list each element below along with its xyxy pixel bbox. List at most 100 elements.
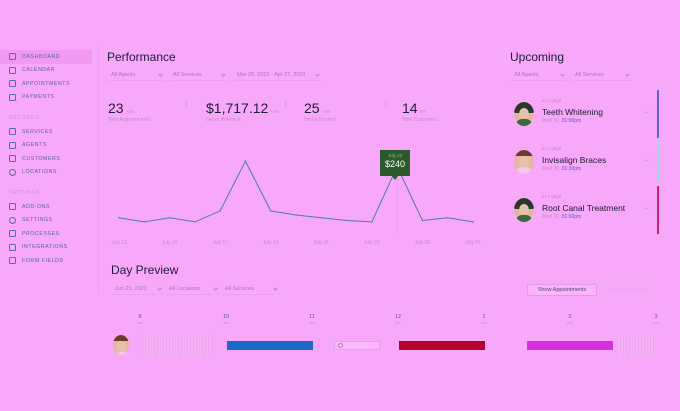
data-point[interactable]	[320, 216, 323, 219]
upcoming-date: April 30	[542, 118, 559, 124]
sidebar: Dashboard Calendar Appointments Payments…	[0, 50, 96, 268]
arrow-right-icon[interactable]: →	[644, 157, 650, 163]
data-point[interactable]	[295, 214, 297, 217]
section-label-records: Records	[9, 115, 40, 121]
chart-tooltip: July 23 $240	[380, 150, 410, 180]
sidebar-item-calendar[interactable]: Calendar	[0, 64, 96, 78]
stat-divider	[285, 100, 286, 108]
show-appointments-button[interactable]: Show Appointments	[527, 284, 597, 296]
sidebar-item-locations[interactable]: Locations	[0, 166, 96, 180]
arrow-right-icon[interactable]: →	[644, 205, 650, 211]
upcoming-item[interactable]: in 4 days Invisalign Braces April 30, 01…	[510, 140, 660, 190]
timeline-tick: 3 pm	[650, 314, 662, 325]
x-tick-label: July 25	[415, 240, 431, 246]
stat-pct: +0%	[125, 109, 135, 114]
addon-icon	[9, 203, 16, 211]
stat-total-appointments: 23 +0% Total Appointments	[108, 100, 150, 123]
sidebar-item-payments[interactable]: Payments	[0, 91, 96, 105]
arrow-right-icon[interactable]: →	[644, 109, 650, 115]
data-point[interactable]	[168, 216, 171, 219]
cube-icon	[9, 128, 16, 136]
x-tick-label: July 21	[313, 240, 329, 246]
upcoming-color-bar	[657, 90, 659, 138]
data-point[interactable]	[446, 216, 449, 219]
upcoming-item[interactable]: in 3 days Teeth Whitening April 30, 01:0…	[510, 90, 660, 142]
data-point[interactable]	[269, 209, 272, 212]
day-locations-filter[interactable]: All Locations	[166, 284, 220, 295]
stat-label: New Customers	[402, 117, 438, 123]
x-tick-label: July 23	[364, 240, 380, 246]
data-point[interactable]	[345, 219, 348, 222]
services-filter[interactable]: All Services	[170, 70, 228, 81]
stat-value: 14	[402, 100, 418, 116]
tick-ampm: pm	[481, 320, 487, 325]
day-preview-title: Day Preview	[111, 263, 179, 277]
data-point[interactable]	[370, 220, 373, 223]
data-point[interactable]	[193, 220, 196, 223]
sidebar-item-integrations[interactable]: Integrations	[0, 241, 96, 255]
timeline-booking-block[interactable]	[527, 341, 613, 350]
tick-hour: 9	[138, 314, 142, 320]
sidebar-item-customers[interactable]: Customers	[0, 152, 96, 166]
services-filter-value: All Services	[173, 72, 202, 78]
data-point[interactable]	[118, 216, 120, 219]
sidebar-item-label: Locations	[22, 169, 57, 176]
tick-hour: 1	[482, 314, 486, 320]
loading-icon	[338, 343, 343, 348]
chevron-down-icon	[315, 71, 320, 77]
data-point[interactable]	[143, 220, 146, 223]
agents-filter[interactable]: All Agents	[108, 70, 165, 81]
upcoming-date: April 30	[542, 214, 559, 220]
show-availability-button[interactable]: Show Availability	[599, 284, 655, 296]
agents-filter-value: All Agents	[111, 72, 136, 78]
timeline-booking-block[interactable]	[227, 341, 313, 350]
upcoming-item[interactable]: in 7 days Root Canal Treatment April 30,…	[510, 186, 660, 238]
stat-pct: 0%	[419, 109, 427, 114]
sidebar-item-label: Dashboard	[22, 53, 61, 60]
services-filter-value: All Services	[225, 286, 254, 292]
tick-ampm: am	[137, 320, 143, 325]
tick-hour: 10	[222, 314, 230, 320]
calendar-icon	[9, 66, 16, 74]
sidebar-item-processes[interactable]: Processes	[0, 227, 96, 241]
timeline-tick: 2 pm	[564, 314, 576, 325]
upcoming-color-bar	[657, 140, 659, 184]
upcoming-time: 01:00pm	[561, 214, 582, 220]
upcoming-date: April 30	[542, 166, 559, 172]
sidebar-item-label: Add-ons	[22, 203, 51, 210]
users-icon	[9, 141, 16, 149]
upcoming-agents-filter[interactable]: All Agents	[511, 70, 567, 81]
stat-new-customers: 14 0% New Customers	[402, 100, 438, 123]
sidebar-item-agents[interactable]: Agents	[0, 139, 96, 153]
sidebar-item-dashboard[interactable]: Dashboard	[0, 50, 92, 64]
sidebar-item-form-fields[interactable]: Form Fields	[0, 254, 96, 268]
sidebar-item-addons[interactable]: Add-ons	[0, 200, 96, 214]
upcoming-title: Upcoming	[510, 50, 565, 64]
timeline-booking-block[interactable]	[399, 341, 485, 350]
sidebar-item-appointments[interactable]: Appointments	[0, 77, 96, 91]
upcoming-datetime: April 30, 01:30pm	[542, 166, 582, 172]
upcoming-services-filter[interactable]: All Services	[572, 70, 632, 81]
sidebar-item-label: Form Fields	[22, 257, 64, 264]
sidebar-item-settings[interactable]: Settings	[0, 214, 96, 228]
sidebar-item-label: Payments	[22, 94, 55, 101]
day-date-filter[interactable]: Jun 29, 2023	[112, 284, 164, 295]
data-point[interactable]	[219, 209, 222, 212]
timeline-booking-block[interactable]	[334, 341, 380, 350]
upcoming-when: in 4 days	[542, 147, 562, 152]
avatar	[514, 198, 534, 222]
performance-line-chart[interactable]: July 13 July 15 July 17 July 19 July 21 July …	[105, 145, 485, 250]
data-point[interactable]	[421, 219, 424, 222]
date-range-filter[interactable]: Mar 28, 2023 - Apr 27, 2023	[234, 70, 322, 81]
sidebar-item-label: Appointments	[22, 80, 71, 87]
plug-icon	[9, 243, 16, 251]
day-services-filter[interactable]: All Services	[222, 284, 280, 295]
sidebar-item-services[interactable]: Services	[0, 125, 96, 139]
sidebar-item-label: Services	[22, 128, 53, 135]
x-tick-label: July 17	[212, 240, 228, 246]
avatar	[514, 102, 534, 126]
upcoming-color-bar	[657, 186, 659, 234]
data-point[interactable]	[472, 220, 474, 223]
x-tick-label: July 15	[162, 240, 178, 246]
data-point[interactable]	[244, 160, 247, 163]
